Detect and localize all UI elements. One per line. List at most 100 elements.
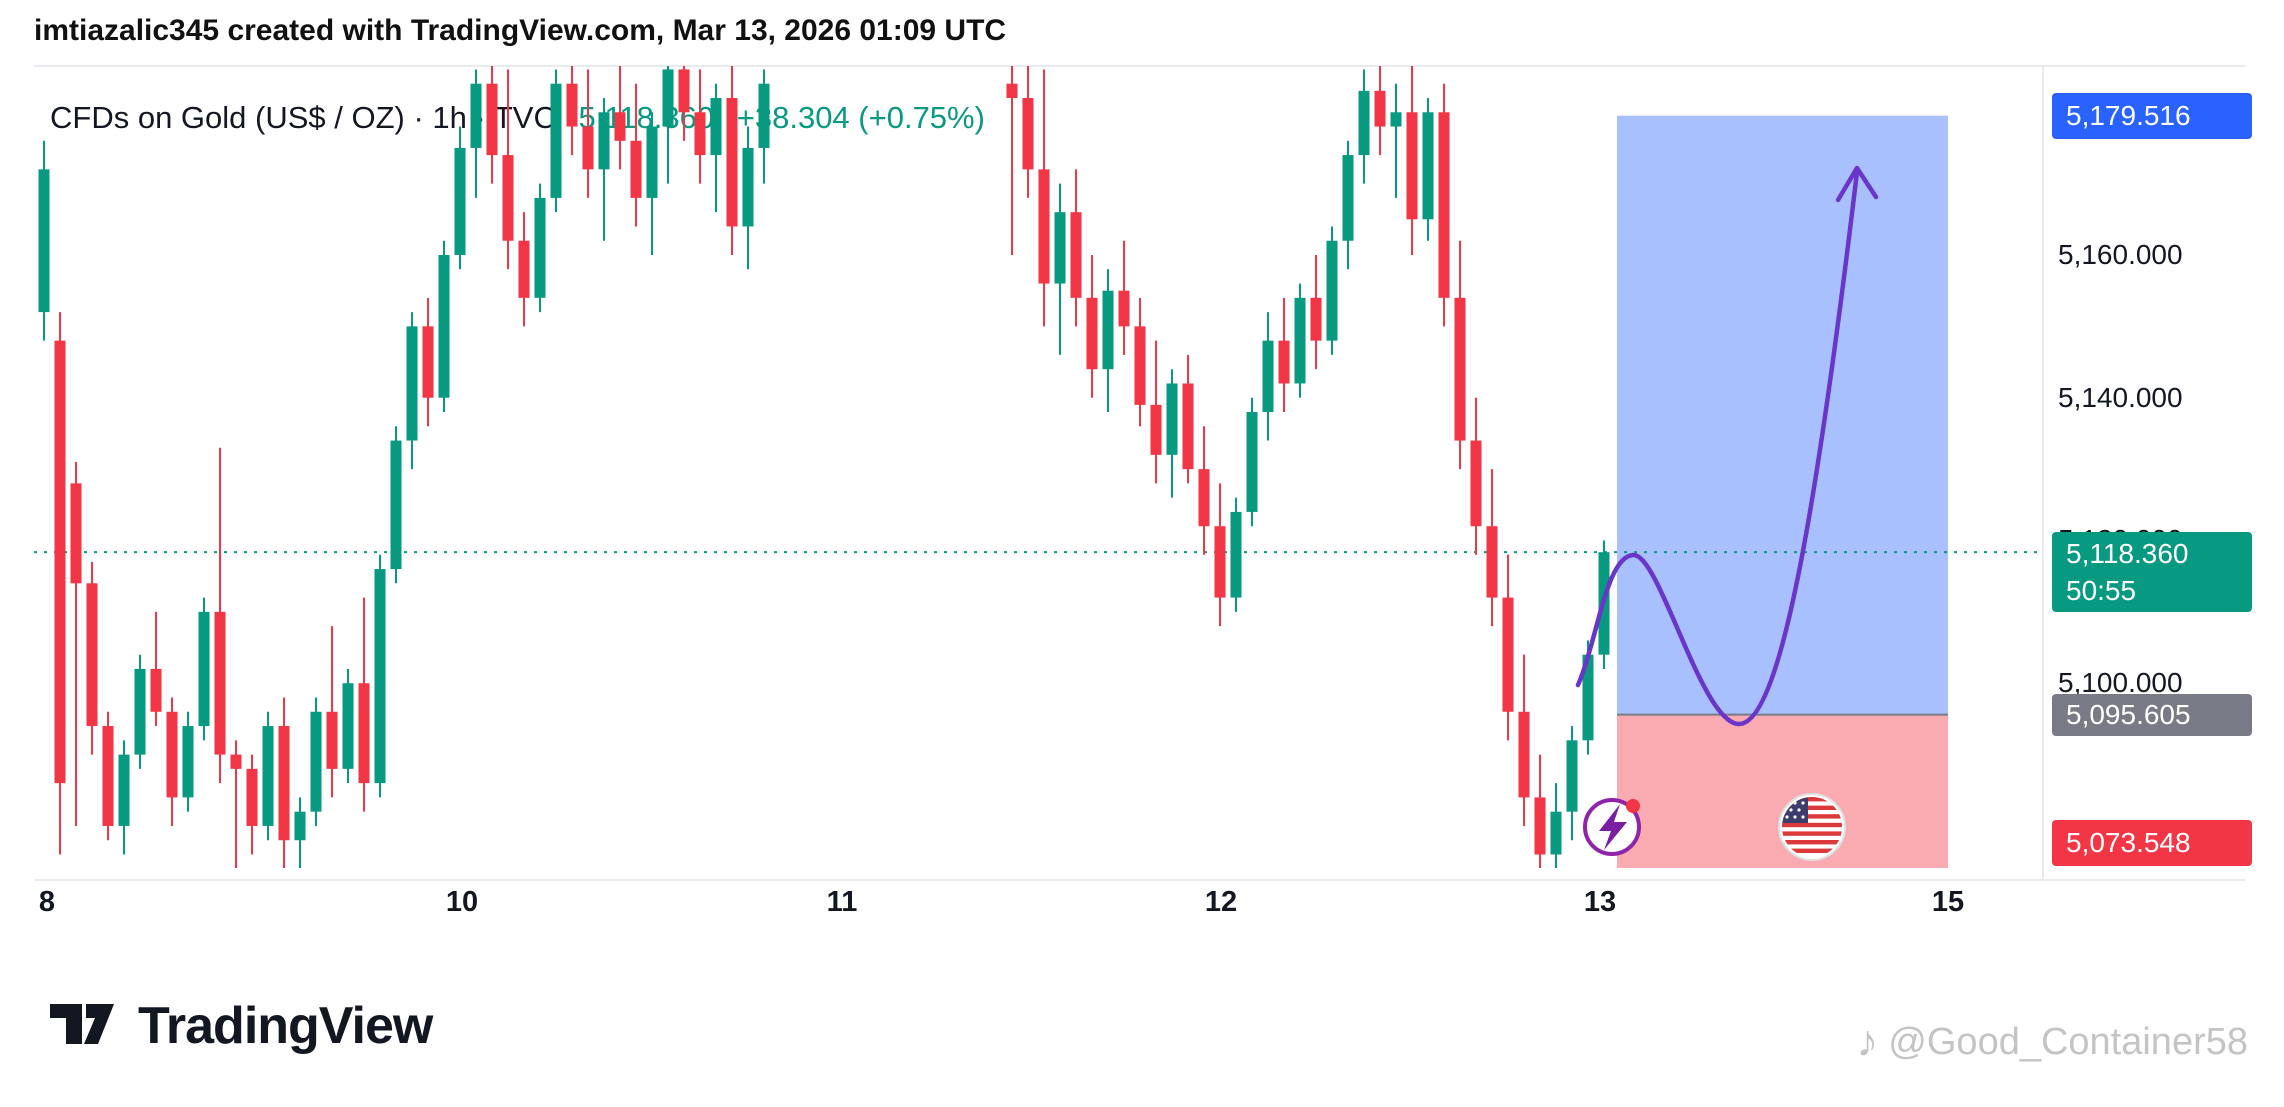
candle-up bbox=[1246, 397, 1258, 527]
candle-up bbox=[1230, 497, 1242, 612]
flag-stripe bbox=[1782, 814, 1842, 819]
candle-body bbox=[1454, 297, 1466, 441]
candle-up bbox=[1262, 312, 1274, 441]
candle-down bbox=[486, 66, 498, 184]
candle-down bbox=[582, 69, 594, 198]
candle-down bbox=[246, 754, 258, 855]
candle-body bbox=[1134, 326, 1146, 405]
candle-body bbox=[1582, 654, 1594, 741]
candle-down bbox=[150, 611, 162, 727]
candle-down bbox=[1022, 66, 1034, 198]
candle-up bbox=[1422, 97, 1434, 241]
plot-area[interactable] bbox=[34, 48, 2043, 876]
trend-arrow[interactable] bbox=[1575, 169, 1860, 727]
candle-body bbox=[230, 754, 242, 769]
candle-body bbox=[166, 711, 178, 798]
candle-up bbox=[1054, 183, 1066, 355]
candle-body bbox=[454, 147, 466, 255]
candle-body bbox=[38, 169, 50, 313]
flag-star bbox=[1785, 815, 1789, 819]
flag-stripe bbox=[1782, 831, 1842, 836]
candle-body bbox=[1262, 340, 1274, 413]
candle-body bbox=[534, 197, 546, 298]
candle-up bbox=[406, 312, 418, 470]
candle-body bbox=[54, 340, 66, 784]
candle-body bbox=[310, 711, 322, 812]
candle-body bbox=[358, 683, 370, 784]
candle-body bbox=[550, 83, 562, 198]
flag-star bbox=[1797, 808, 1801, 812]
stop-price-badge[interactable]: 5,073.548 bbox=[2052, 820, 2252, 866]
time-tick-label: 15 bbox=[1931, 886, 1965, 918]
credit-line: imtiazalic345 created with TradingView.c… bbox=[34, 14, 1007, 47]
candle-body bbox=[1230, 511, 1242, 598]
music-note-icon: ♪ bbox=[1856, 1017, 1879, 1066]
candle-body bbox=[1534, 797, 1546, 855]
flag-stripe bbox=[1782, 797, 1842, 802]
candle-body bbox=[1086, 297, 1098, 370]
candle-down bbox=[230, 740, 242, 868]
candle-body bbox=[182, 726, 194, 798]
time-scale[interactable]: 8 10 11 12 13 15 bbox=[0, 886, 2284, 926]
candle-body bbox=[630, 140, 642, 198]
flag-stripe bbox=[1782, 805, 1842, 810]
candle-body bbox=[134, 668, 146, 755]
candle-down bbox=[694, 69, 706, 184]
candle-up bbox=[134, 654, 146, 769]
profit-zone[interactable] bbox=[1617, 115, 1948, 715]
candle-down bbox=[1118, 240, 1130, 355]
loss-zone[interactable] bbox=[1617, 714, 1948, 872]
candle-up bbox=[198, 597, 210, 741]
candle-body bbox=[438, 255, 450, 398]
candle-up bbox=[1550, 783, 1562, 868]
candle-down bbox=[1038, 69, 1050, 327]
candle-body bbox=[1470, 440, 1482, 527]
candle-body bbox=[566, 83, 578, 127]
candle-body bbox=[1406, 112, 1418, 220]
tradingview-logo[interactable]: TradingView bbox=[48, 996, 433, 1056]
candle-up bbox=[38, 140, 50, 341]
candle-up bbox=[438, 240, 450, 413]
candle-up bbox=[310, 697, 322, 826]
candle-body bbox=[646, 126, 658, 198]
legend-change: +38.304 (+0.75%) bbox=[736, 100, 985, 135]
candle-body bbox=[1390, 112, 1402, 127]
price-tick-label: 5,140.000 bbox=[2058, 381, 2183, 413]
candle-down bbox=[54, 312, 66, 855]
candle-down bbox=[1502, 554, 1514, 741]
candle-body bbox=[278, 726, 290, 841]
entry-price-badge[interactable]: 5,095.605 bbox=[2052, 694, 2252, 736]
candle-body bbox=[1358, 90, 1370, 156]
candle-down bbox=[1006, 66, 1018, 255]
candle-up bbox=[758, 69, 770, 184]
candle-down bbox=[358, 597, 370, 812]
flag-stripe bbox=[1782, 840, 1842, 845]
us-flag-icon[interactable] bbox=[1778, 793, 1846, 861]
price-tick-label: 5,100.000 bbox=[2058, 667, 2183, 699]
candle-body bbox=[1310, 297, 1322, 341]
flash-icon[interactable] bbox=[1583, 798, 1641, 856]
watermark-handle: @Good_Container58 bbox=[1888, 1020, 2248, 1063]
stop-price-label: 5,073.548 bbox=[2066, 827, 2191, 858]
candle-down bbox=[630, 83, 642, 227]
candle-down bbox=[278, 697, 290, 868]
tradingview-logo-mark-icon bbox=[50, 1004, 114, 1044]
target-price-badge[interactable]: 5,179.516 bbox=[2052, 93, 2252, 139]
candle-body bbox=[662, 69, 674, 127]
candle-down bbox=[86, 561, 98, 755]
candle-down bbox=[422, 297, 434, 427]
candle-body bbox=[678, 69, 690, 113]
price-tick-label: 5,160.000 bbox=[2058, 239, 2183, 270]
current-price-label: 5,118.360 bbox=[2066, 538, 2189, 569]
watermark: ♪ @Good_Container58 bbox=[1856, 1020, 2248, 1064]
flash-icon-badge-dot bbox=[1626, 799, 1640, 813]
candle-up bbox=[1294, 283, 1306, 398]
candle-body bbox=[390, 440, 402, 570]
candle-body bbox=[374, 569, 386, 784]
candle-up bbox=[550, 69, 562, 213]
time-tick-label: 10 bbox=[445, 886, 479, 918]
candle-up bbox=[646, 112, 658, 255]
flash-icon-bolt bbox=[1599, 804, 1627, 850]
